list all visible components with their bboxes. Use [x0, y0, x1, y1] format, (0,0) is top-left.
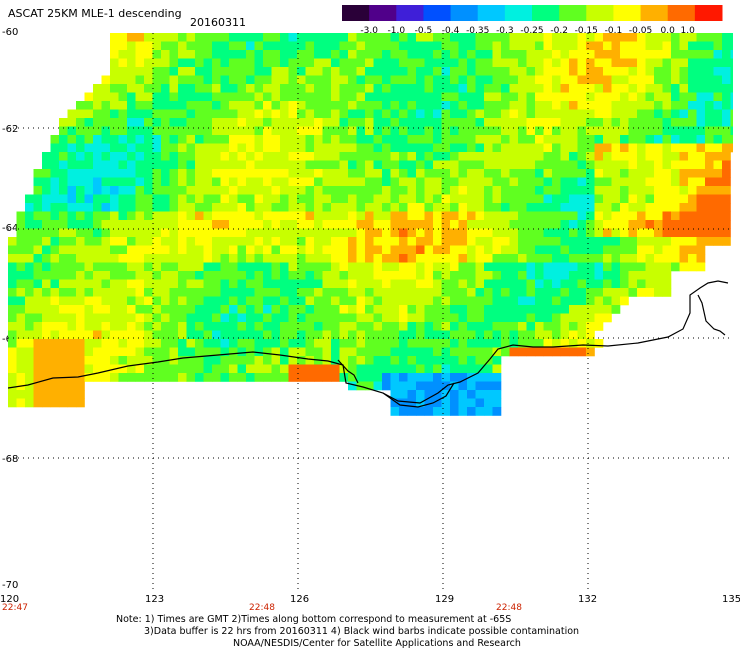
lon-label-129: 129 [435, 594, 455, 605]
lat-label-70: -70 [2, 580, 19, 591]
scale-swatch [450, 5, 479, 21]
time-label-1: 22:47 [2, 603, 28, 613]
lon-label-135: 135 [722, 594, 740, 605]
scale-tick-label: -1.0 [388, 26, 406, 35]
scale-swatch [396, 5, 424, 21]
scale-tick-label: -0.4 [442, 26, 460, 35]
footnote-line-2: 3)Data buffer is 22 hrs from 20160311 4)… [144, 626, 580, 637]
scale-tick-label: -0.25 [520, 26, 543, 35]
scale-tick-label: 1.0 [681, 26, 696, 35]
lat-label-64: -64 [2, 223, 19, 234]
scale-swatch [369, 5, 397, 21]
scale-tick-label: -0.15 [575, 26, 598, 35]
scale-swatch [342, 5, 370, 21]
scale-swatch [423, 5, 452, 21]
scale-tick-label: -3.0 [360, 26, 378, 35]
lat-label-62: -62 [2, 124, 19, 135]
lat-label-60: -60 [2, 27, 19, 38]
scale-tick-label: -0.1 [605, 26, 623, 35]
scale-tick-label: -0.2 [550, 26, 568, 35]
scale-tick-label: -0.35 [466, 26, 489, 35]
scale-tick-label: -0.3 [496, 26, 514, 35]
time-label-3: 22:48 [496, 603, 522, 613]
lon-label-132: 132 [578, 594, 598, 605]
wind-speed-field [8, 33, 733, 416]
time-label-2: 22:48 [249, 603, 275, 613]
lat-lon-grid [8, 33, 733, 593]
lat-label-68: -68 [2, 454, 19, 465]
lon-label-120: 120 [0, 594, 20, 605]
wind-map [8, 33, 733, 593]
footnote-line-3: NOAA/NESDIS/Center for Satellite Applica… [233, 638, 521, 649]
scale-swatch [694, 5, 723, 21]
scale-swatch [586, 5, 614, 21]
color-scale-bar: -3.0 -1.0 -0.5 -0.4 -0.35 -0.3 -0.25 -0.2 -0.15-… [342, 5, 723, 35]
scale-swatch [640, 5, 669, 21]
coastline [8, 280, 729, 408]
scale-swatch [559, 5, 587, 21]
scale-swatch [667, 5, 696, 21]
lon-label-123: 123 [145, 594, 165, 605]
map-title: ASCAT 25KM MLE-1 descending [8, 7, 182, 20]
lon-label-126: 126 [290, 594, 310, 605]
footnote-line-1: Note: 1) Times are GMT 2)Times along bot… [116, 614, 512, 625]
scale-swatch [477, 5, 506, 21]
map-date: 20160311 [190, 16, 246, 29]
scale-tick-label: 0.0 [661, 26, 676, 35]
scale-tick-label: -0.05 [629, 26, 652, 35]
scale-swatch [504, 5, 533, 21]
scale-tick-label: -0.5 [415, 26, 433, 35]
scale-swatch [532, 5, 560, 21]
scale-swatch [613, 5, 642, 21]
